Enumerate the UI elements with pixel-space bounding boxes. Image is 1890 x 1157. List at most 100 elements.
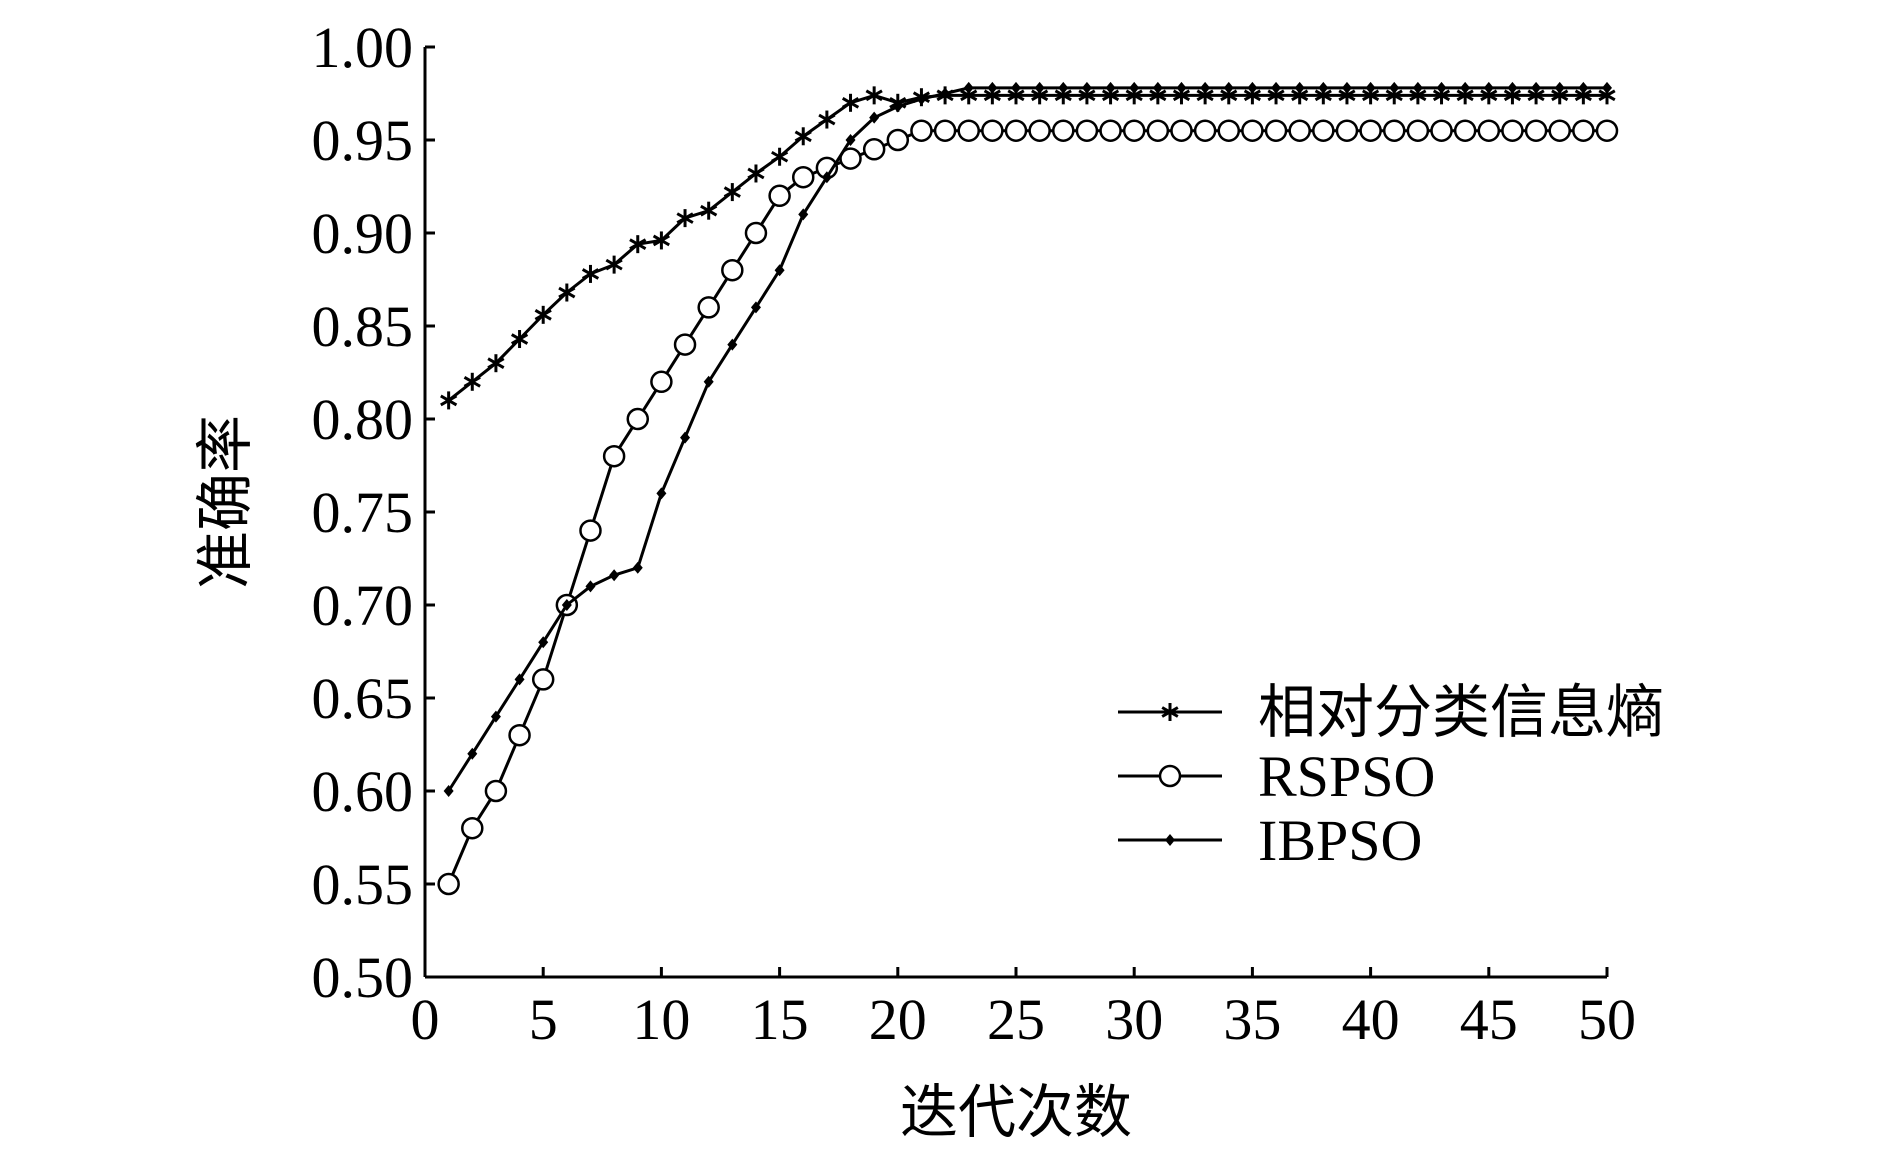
data-point (1011, 81, 1021, 94)
y-axis-title: 准确率 (191, 415, 259, 589)
data-point (1507, 81, 1518, 94)
y-tick-label: 0.75 (312, 480, 414, 545)
data-point (650, 370, 673, 394)
data-point (1548, 119, 1571, 142)
data-point (484, 779, 508, 803)
data-point (1365, 81, 1376, 94)
data-point (794, 127, 812, 146)
data-point (1223, 81, 1234, 94)
x-tick-label: 0 (411, 987, 440, 1052)
data-point (443, 785, 454, 797)
y-ticks: 0.50 0.55 0.60 0.65 0.70 0.75 0.80 0.85 0.90 0.95… (312, 15, 435, 1010)
y-tick-label: 0.95 (312, 108, 414, 173)
x-tick-label: 30 (1105, 987, 1163, 1052)
y-tick-label: 0.90 (312, 201, 414, 266)
data-point (841, 93, 860, 112)
data-point (1193, 119, 1217, 142)
data-point (602, 444, 626, 468)
data-point (1406, 119, 1430, 142)
data-point (869, 111, 880, 124)
data-point (981, 119, 1004, 142)
data-point (721, 258, 744, 282)
data-point (1200, 81, 1211, 94)
legend-marker (1165, 834, 1175, 846)
data-point (1477, 119, 1501, 142)
data-point (676, 209, 694, 228)
data-point (723, 183, 741, 202)
data-point (697, 296, 720, 319)
x-tick-label: 15 (751, 987, 809, 1052)
legend-label-0: 相对分类信息熵 (1258, 680, 1664, 745)
data-point (791, 165, 815, 189)
legend-label-2: IBPSO (1258, 808, 1422, 873)
data-point (1264, 119, 1288, 142)
data-point (437, 872, 460, 896)
x-tick-label: 45 (1460, 987, 1518, 1052)
data-point (744, 221, 768, 245)
data-point (1004, 119, 1028, 142)
data-point (1052, 119, 1075, 142)
data-point (1170, 119, 1193, 142)
axes: 0.50 0.55 0.60 0.65 0.70 0.75 0.80 0.85 0.90 0.95… (312, 15, 1637, 1052)
y-tick-label: 1.00 (312, 15, 414, 80)
data-point (987, 81, 998, 94)
x-axis-title: 迭代次数 (900, 1078, 1132, 1146)
data-point (680, 431, 691, 444)
y-tick-label: 0.55 (312, 852, 414, 917)
data-point (1318, 81, 1329, 94)
data-point (1341, 81, 1352, 94)
series-line-0 (447, 93, 1607, 402)
data-point (538, 636, 549, 649)
series-0 (440, 86, 1616, 410)
data-point (490, 710, 501, 723)
data-point (561, 599, 572, 611)
x-tick-label: 25 (987, 987, 1045, 1052)
data-point (1430, 119, 1453, 142)
data-point (845, 134, 856, 146)
data-point (1501, 119, 1524, 142)
data-point (673, 333, 697, 356)
series-2 (443, 81, 1612, 797)
data-point (1453, 119, 1477, 142)
legend-label-1: RSPSO (1258, 744, 1435, 809)
data-point (933, 119, 957, 142)
data-point (768, 184, 791, 208)
data-point (585, 580, 596, 593)
legend-marker-1 (1158, 764, 1182, 788)
data-point (1028, 119, 1051, 142)
data-point (1572, 119, 1595, 142)
data-point (910, 119, 933, 142)
x-tick-label: 40 (1342, 987, 1400, 1052)
data-point (581, 264, 600, 283)
legend: 相对分类信息熵 RSPSO IBPSO (1118, 680, 1664, 873)
x-tick-label: 50 (1578, 987, 1636, 1052)
data-point (1146, 119, 1170, 142)
data-point (865, 86, 883, 105)
data-point (534, 305, 552, 324)
data-point (531, 668, 555, 691)
data-point (1075, 119, 1099, 142)
data-point (821, 171, 832, 184)
data-point (1524, 119, 1548, 142)
data-point (862, 138, 886, 161)
data-point (1034, 81, 1045, 94)
data-point (1129, 81, 1140, 94)
legend-marker (1158, 764, 1182, 788)
x-tick-label: 10 (632, 987, 690, 1052)
data-point (514, 673, 525, 686)
data-point (626, 407, 650, 431)
data-point (916, 93, 927, 106)
data-point (886, 128, 910, 152)
data-point (750, 301, 761, 314)
data-point (1335, 119, 1359, 142)
data-point (1081, 81, 1092, 94)
data-point (818, 110, 836, 129)
data-point (609, 569, 620, 582)
data-point (632, 561, 643, 574)
data-point (1602, 81, 1612, 94)
data-point (510, 330, 529, 349)
legend-marker-0 (1161, 703, 1179, 721)
y-tick-label: 0.60 (312, 759, 414, 824)
legend-marker (1161, 703, 1179, 721)
